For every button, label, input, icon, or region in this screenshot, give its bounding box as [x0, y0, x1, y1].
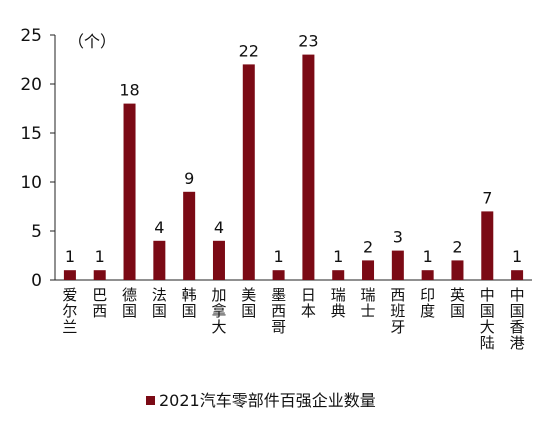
data-label: 1	[333, 247, 343, 266]
bar	[272, 270, 285, 280]
data-label: 9	[184, 169, 194, 188]
x-tick-label: 韩国	[182, 286, 197, 320]
bar	[332, 270, 345, 280]
legend-swatch	[146, 396, 155, 405]
data-label: 3	[393, 228, 403, 247]
bar	[183, 191, 196, 280]
x-tick-label: 巴西	[92, 286, 107, 320]
data-label: 1	[512, 247, 522, 266]
bar	[451, 260, 464, 280]
x-tick-label: 美国	[241, 286, 256, 320]
bar	[242, 64, 255, 281]
data-label: 23	[298, 32, 318, 51]
data-label: 1	[274, 247, 284, 266]
y-axis: 0 5 10 15 20 25	[20, 26, 56, 291]
data-label: 2	[452, 237, 462, 256]
unit-label: （个）	[68, 32, 116, 51]
x-tick-label: 爱尔兰	[62, 286, 77, 336]
x-tick-label: 印度	[420, 286, 435, 320]
y-tick-label: 5	[31, 222, 42, 242]
x-tick-label: 日本	[301, 286, 316, 320]
data-label: 4	[214, 218, 224, 237]
bar	[421, 270, 434, 280]
bar	[93, 270, 106, 280]
bars	[63, 54, 524, 281]
x-tick-label: 法国	[152, 286, 167, 320]
data-label: 22	[239, 41, 259, 60]
bar	[302, 54, 315, 280]
data-label: 2	[363, 237, 373, 256]
x-tick-label: 西班牙	[390, 286, 405, 336]
bar	[511, 270, 524, 280]
legend: 2021汽车零部件百强企业数量	[146, 391, 376, 410]
x-tick-label: 英国	[450, 286, 465, 320]
data-label: 18	[119, 81, 139, 100]
bar	[63, 270, 76, 280]
bar	[481, 211, 494, 280]
x-tick-label: 墨西哥	[271, 286, 286, 336]
data-label: 1	[423, 247, 433, 266]
legend-label: 2021汽车零部件百强企业数量	[159, 391, 376, 410]
x-tick-label: 中国香港	[510, 286, 525, 352]
y-tick-label: 15	[20, 124, 42, 144]
y-tick-label: 10	[20, 173, 42, 193]
bar	[153, 240, 166, 280]
data-label: 4	[154, 218, 164, 237]
y-tick-label: 20	[20, 75, 42, 95]
x-tick-label: 德国	[122, 286, 137, 320]
bar	[362, 260, 375, 280]
x-tick-label: 瑞典	[331, 286, 346, 320]
data-label: 7	[482, 188, 492, 207]
x-tick-label: 加拿大	[211, 286, 226, 336]
data-label: 1	[65, 247, 75, 266]
x-tick-label: 中国大陆	[480, 286, 495, 352]
bar	[212, 240, 225, 280]
bar	[391, 250, 404, 280]
x-tick-label: 瑞士	[361, 286, 376, 320]
y-tick-label: 0	[31, 271, 42, 291]
data-label: 1	[95, 247, 105, 266]
y-tick-label: 25	[20, 26, 42, 46]
bar	[123, 103, 136, 280]
